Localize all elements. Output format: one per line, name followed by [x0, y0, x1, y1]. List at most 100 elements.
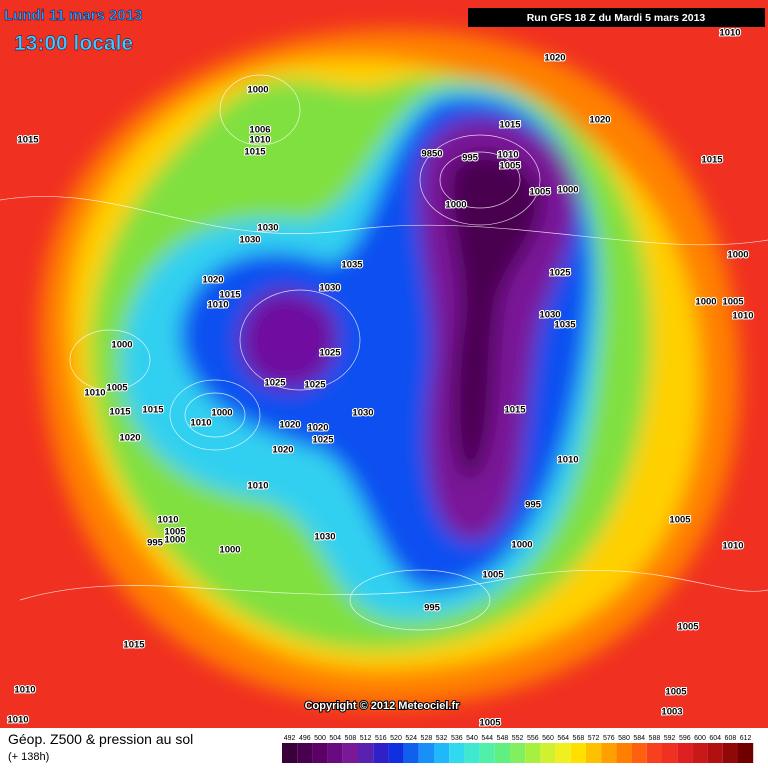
isobar-label: 1005 [164, 527, 186, 538]
isobar-label: 1010 [719, 28, 740, 39]
time-label: 13:00 locale [14, 32, 133, 55]
scale-swatch [464, 743, 480, 763]
scale-swatch [510, 743, 526, 763]
isobar-label: 1000 [164, 535, 185, 546]
isobar-label: 1010 [190, 418, 211, 429]
scale-swatch [662, 743, 678, 763]
isobar-label: 1005 [479, 718, 501, 729]
isobar-label: 1030 [257, 223, 278, 234]
scale-label: 608 [725, 735, 737, 742]
isobar-label: 1015 [109, 407, 131, 418]
scale-label: 512 [360, 735, 372, 742]
isobar-label: 1005 [669, 515, 691, 526]
scale-label: 496 [299, 735, 311, 742]
isobar-label: 1005 [529, 187, 551, 198]
scale-swatch [646, 743, 662, 763]
scale-label: 540 [466, 735, 478, 742]
scale-label: 584 [633, 735, 645, 742]
scale-swatch [327, 743, 343, 763]
isobar-label: 1025 [304, 380, 326, 391]
isobar-label: 995 [462, 153, 479, 164]
isobar-label: 1006 [249, 125, 270, 136]
footer-title: Géop. Z500 & pression au sol [8, 731, 193, 747]
isobar-label: 1020 [544, 53, 565, 64]
scale-swatch [342, 743, 358, 763]
scale-label: 508 [345, 735, 357, 742]
scale-swatch [312, 743, 328, 763]
isobar-label: 1015 [219, 290, 241, 301]
color-scale: 492 496 500 504 508 512 516 520 524 528 532 536 540 5… [282, 735, 754, 763]
isobar-label: 1035 [554, 320, 576, 331]
isobar-label: 1000 [247, 85, 268, 96]
isobar-label: 1020 [589, 115, 610, 126]
scale-swatch [388, 743, 404, 763]
scale-swatch [570, 743, 586, 763]
scale-label: 492 [284, 735, 296, 742]
isobar-label: 1010 [157, 515, 178, 526]
scale-label: 556 [527, 735, 539, 742]
isobar-label: 1030 [239, 235, 260, 246]
scale-label: 552 [512, 735, 524, 742]
scale-swatch [631, 743, 647, 763]
isobar-label: 995 [424, 603, 441, 614]
isobar-label: 1020 [202, 275, 223, 286]
scale-swatch [722, 743, 738, 763]
footer-lead: (+ 138h) [8, 751, 49, 763]
scale-swatch [403, 743, 419, 763]
isobar-label: 995 [525, 500, 542, 511]
scale-swatch [418, 743, 434, 763]
scale-swatch [479, 743, 495, 763]
scale-label: 600 [694, 735, 706, 742]
copyright: Copyright © 2012 Meteociel.fr [305, 700, 461, 712]
date-label: Lundi 11 mars 2013 [4, 7, 142, 24]
isobar-label: 1005 [665, 687, 687, 698]
scale-label: 536 [451, 735, 463, 742]
isobar-label: 1000 [219, 545, 240, 556]
isobar-label: 1015 [142, 405, 164, 416]
isobar-label: 1005 [482, 570, 504, 581]
isobar-label: 9850 [421, 149, 442, 160]
scale-swatch [707, 743, 723, 763]
isobar-label: 1010 [497, 150, 518, 161]
scale-label: 604 [709, 735, 721, 742]
isobar-label: 1015 [123, 640, 145, 651]
scale-label: 572 [588, 735, 600, 742]
scale-swatch [373, 743, 389, 763]
isobar-label: 1000 [511, 540, 532, 551]
scale-label: 504 [329, 735, 341, 742]
scale-swatch [525, 743, 541, 763]
isobar-label: 1020 [279, 420, 300, 431]
scale-label: 532 [436, 735, 448, 742]
isobar-label: 1015 [17, 135, 39, 146]
scale-label: 560 [542, 735, 554, 742]
scale-label: 516 [375, 735, 387, 742]
scale-swatch [738, 743, 754, 763]
isobar-label: 1000 [111, 340, 132, 351]
scale-label: 592 [664, 735, 676, 742]
isobar-label: 1000 [727, 250, 748, 261]
run-box [468, 8, 765, 27]
scale-label: 548 [497, 735, 509, 742]
isobar-label: 1010 [7, 715, 28, 726]
scale-swatch [449, 743, 465, 763]
isobar-label: 1030 [539, 310, 560, 321]
scale-label: 544 [481, 735, 493, 742]
scale-swatch [601, 743, 617, 763]
isobar-label: 1025 [264, 378, 286, 389]
scale-swatch [586, 743, 602, 763]
isobar-label: 1035 [341, 260, 363, 271]
isobar-label: 1015 [244, 147, 266, 158]
isobar-label: 1010 [557, 455, 578, 466]
scale-label: 564 [557, 735, 569, 742]
scale-swatch [434, 743, 450, 763]
scale-swatch [494, 743, 510, 763]
isobar-label: 1010 [732, 311, 753, 322]
isobar-label: 1015 [701, 155, 723, 166]
isobar-label: 1010 [722, 541, 743, 552]
scale-label: 580 [618, 735, 630, 742]
scale-swatch [297, 743, 313, 763]
scale-label: 576 [603, 735, 615, 742]
isobar-label: 1005 [722, 297, 744, 308]
isobar-label: 1025 [549, 268, 571, 279]
